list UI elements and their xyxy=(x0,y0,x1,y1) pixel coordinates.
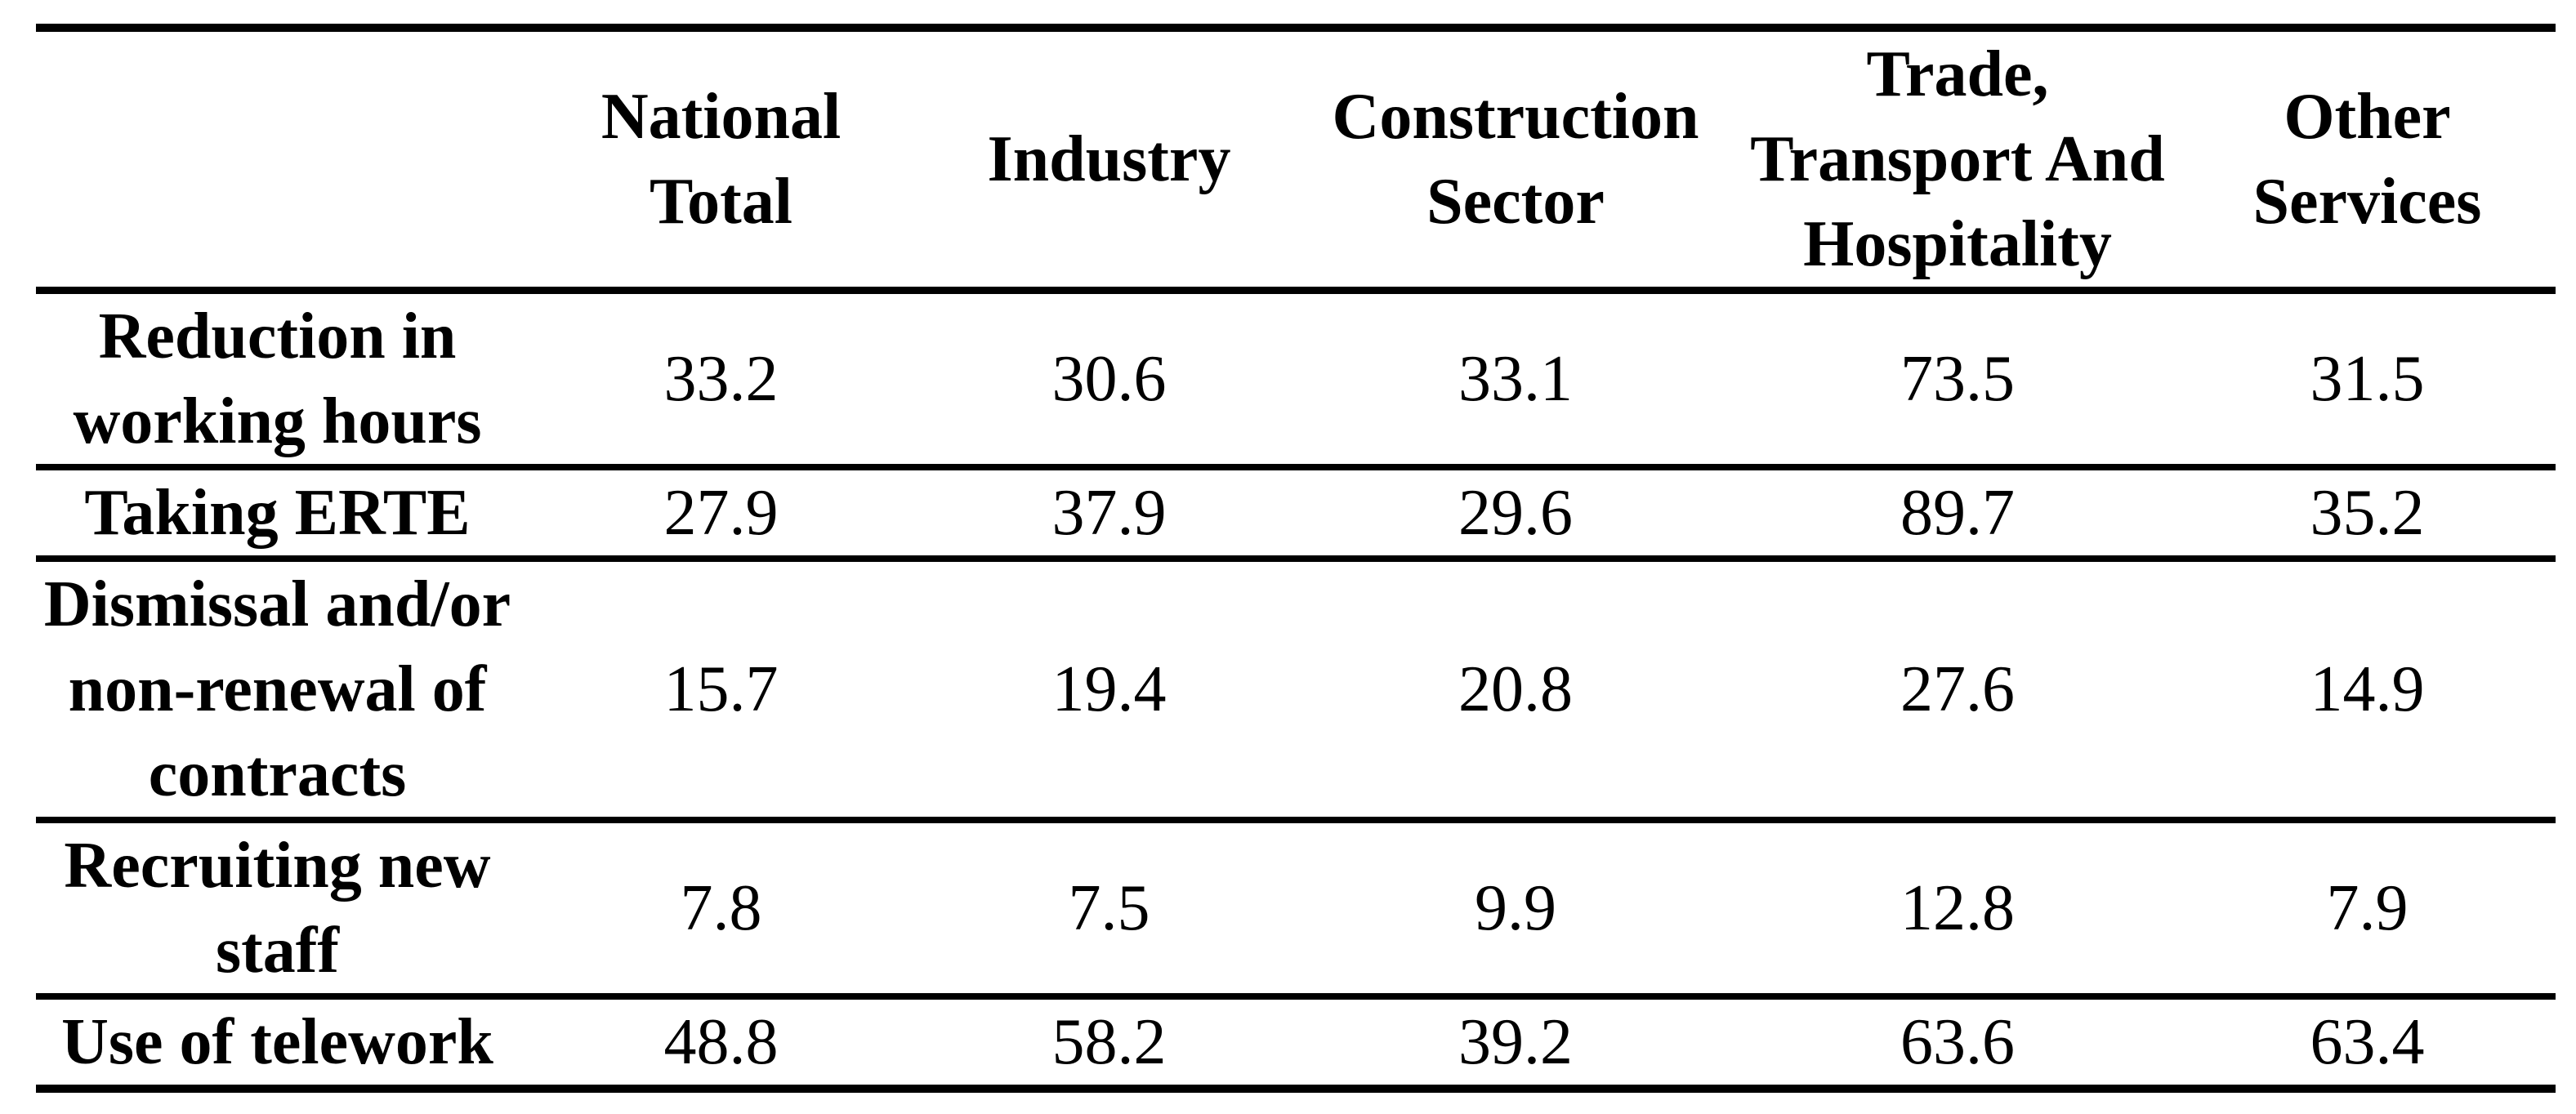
value-cell: 20.8 xyxy=(1458,653,1573,725)
value-cell: 39.2 xyxy=(1458,1006,1573,1078)
header-cell-trade-transport-hospitality: Trade, Transport And Hospitality xyxy=(1750,38,2165,280)
row-label: Recruiting new staff xyxy=(64,830,491,987)
value-cell: 33.2 xyxy=(663,343,779,415)
value-cell: 7.9 xyxy=(2326,872,2409,944)
employment-measures-by-sector-table: National Total Industry Construction Sec… xyxy=(36,24,2556,1093)
value-cell: 89.7 xyxy=(1900,477,2015,549)
value-cell: 63.4 xyxy=(2310,1006,2425,1078)
value-cell: 7.5 xyxy=(1068,872,1150,944)
value-cell: 30.6 xyxy=(1051,343,1167,415)
header-cell-corner xyxy=(36,28,519,291)
header-cell-national-total: National Total xyxy=(600,81,842,238)
value-cell: 33.1 xyxy=(1458,343,1573,415)
value-cell: 27.6 xyxy=(1900,653,2015,725)
value-cell: 31.5 xyxy=(2310,343,2425,415)
header-cell-industry: Industry xyxy=(987,123,1231,195)
value-cell: 12.8 xyxy=(1900,872,2015,944)
value-cell: 63.6 xyxy=(1900,1006,2015,1078)
table-row-use-of-telework: Use of telework 48.8 58.2 39.2 63.6 63.4 xyxy=(36,996,2556,1089)
table-row-reduction-working-hours: Reduction in working hours 33.2 30.6 33.… xyxy=(36,291,2556,467)
value-cell: 7.8 xyxy=(680,872,762,944)
value-cell: 48.8 xyxy=(663,1006,779,1078)
value-cell: 73.5 xyxy=(1900,343,2015,415)
value-cell: 14.9 xyxy=(2310,653,2425,725)
table-row-taking-erte: Taking ERTE 27.9 37.9 29.6 89.7 35.2 xyxy=(36,467,2556,559)
value-cell: 35.2 xyxy=(2310,477,2425,549)
value-cell: 15.7 xyxy=(663,653,779,725)
value-cell: 29.6 xyxy=(1458,477,1573,549)
row-label: Use of telework xyxy=(61,1006,493,1078)
value-cell: 19.4 xyxy=(1051,653,1167,725)
table-row-recruiting-new-staff: Recruiting new staff 7.8 7.5 9.9 12.8 7.… xyxy=(36,820,2556,996)
value-cell: 27.9 xyxy=(663,477,779,549)
row-label: Dismissal and/or non-renewal of contract… xyxy=(43,568,511,810)
row-label: Taking ERTE xyxy=(84,477,471,549)
value-cell: 37.9 xyxy=(1051,477,1167,549)
value-cell: 9.9 xyxy=(1475,872,1556,944)
header-cell-other-services: Other Services xyxy=(2252,81,2482,238)
row-label: Reduction in working hours xyxy=(73,301,482,457)
header-row: National Total Industry Construction Sec… xyxy=(36,28,2556,291)
header-cell-construction-sector: Construction Sector xyxy=(1332,81,1699,238)
table-row-dismissal-non-renewal: Dismissal and/or non-renewal of contract… xyxy=(36,559,2556,820)
value-cell: 58.2 xyxy=(1051,1006,1167,1078)
